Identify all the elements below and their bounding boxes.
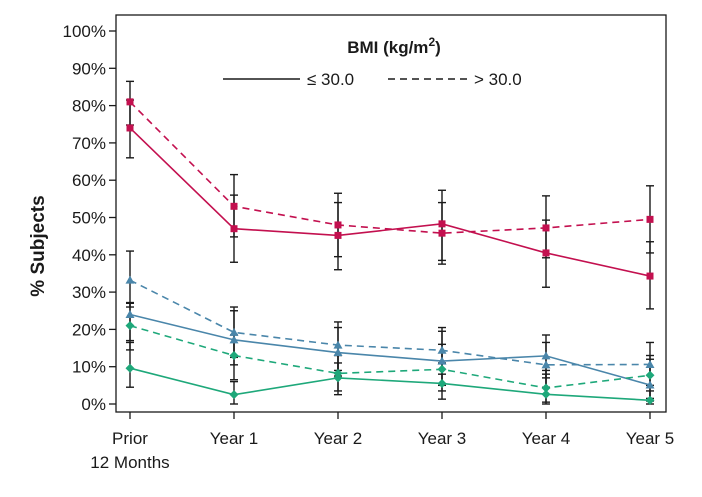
- data-point-marker: [334, 231, 342, 239]
- x-tick-label: Year 5: [626, 429, 675, 448]
- data-point-marker: [542, 249, 550, 257]
- data-point-marker: [125, 275, 135, 284]
- series-line: [129, 101, 651, 234]
- data-point-marker: [646, 272, 654, 280]
- series-lines-layer: [129, 101, 651, 402]
- x-tick-label: Year 3: [418, 429, 467, 448]
- y-tick-label: 90%: [72, 59, 106, 78]
- y-tick-label: 0%: [81, 395, 106, 414]
- data-point-marker: [645, 370, 655, 380]
- data-point-marker: [542, 224, 550, 232]
- data-point-marker: [437, 378, 447, 388]
- x-tick-label: Year 4: [522, 429, 571, 448]
- x-tick-label: Year 2: [314, 429, 363, 448]
- data-point-marker: [437, 345, 447, 354]
- y-tick-label: 100%: [63, 22, 106, 41]
- data-point-marker: [438, 220, 446, 228]
- data-point-marker: [541, 351, 551, 360]
- y-tick-label: 30%: [72, 283, 106, 302]
- data-point-marker: [541, 360, 551, 369]
- data-point-marker: [646, 215, 654, 223]
- plot-frame: [115, 14, 667, 413]
- y-tick-label: 20%: [72, 320, 106, 339]
- data-point-marker: [645, 380, 655, 389]
- data-point-marker: [645, 395, 655, 405]
- y-tick-label: 40%: [72, 246, 106, 265]
- data-point-marker: [229, 335, 239, 344]
- data-point-marker: [125, 309, 135, 318]
- legend: BMI (kg/m2) ≤ 30.0 > 30.0: [223, 35, 522, 89]
- legend-label: > 30.0: [474, 70, 522, 89]
- data-point-marker: [230, 202, 238, 210]
- legend-title: BMI (kg/m2): [347, 35, 441, 57]
- data-point-marker: [125, 321, 135, 331]
- data-point-marker: [126, 98, 134, 106]
- series-line: [129, 127, 651, 277]
- y-axis-label: % Subjects: [28, 195, 49, 296]
- y-tick-label: 60%: [72, 171, 106, 190]
- series-line: [129, 313, 651, 386]
- data-point-marker: [229, 390, 239, 400]
- series-line: [129, 367, 651, 402]
- legend-label: ≤ 30.0: [307, 70, 354, 89]
- y-tick-label: 80%: [72, 97, 106, 116]
- error-bars-layer: [126, 80, 654, 405]
- y-tick-label: 10%: [72, 358, 106, 377]
- data-point-marker: [333, 348, 343, 357]
- data-point-marker: [645, 359, 655, 368]
- data-point-marker: [230, 225, 238, 233]
- axes-layer: 0% 10% 20% 30% 40% 50% 60% 70% 80% 90% 100% Prior 12…: [63, 14, 675, 472]
- data-point-marker: [229, 351, 239, 361]
- x-tick-label: Year 1: [210, 429, 259, 448]
- data-point-marker: [437, 356, 447, 365]
- x-tick-label: Prior 12 Months: [90, 429, 169, 472]
- data-point-marker: [126, 124, 134, 132]
- y-tick-label: 50%: [72, 209, 106, 228]
- data-point-marker: [334, 221, 342, 229]
- data-point-marker: [437, 364, 447, 374]
- markers-layer: [125, 98, 655, 405]
- y-tick-label: 70%: [72, 134, 106, 153]
- data-point-marker: [541, 383, 551, 393]
- data-point-marker: [229, 327, 239, 336]
- data-point-marker: [541, 389, 551, 399]
- data-point-marker: [333, 368, 343, 378]
- data-point-marker: [125, 363, 135, 373]
- data-point-marker: [438, 229, 446, 237]
- series-line: [129, 279, 651, 366]
- series-line: [129, 324, 651, 389]
- data-point-marker: [333, 340, 343, 349]
